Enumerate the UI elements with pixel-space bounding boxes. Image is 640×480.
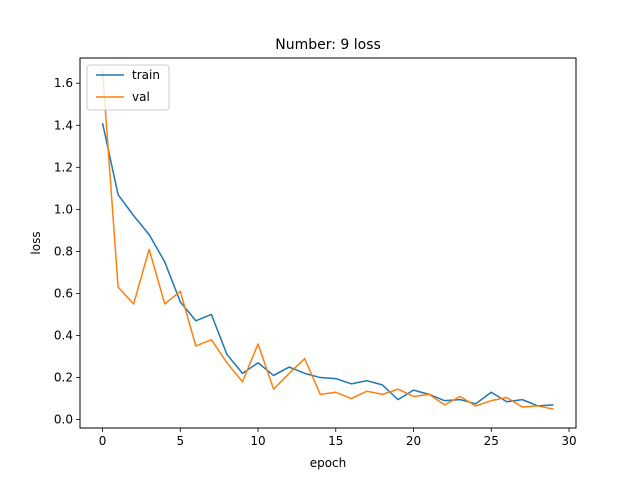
x-tick-label: 5 [176,434,184,448]
x-axis-label: epoch [310,456,347,470]
x-tick-label: 15 [328,434,343,448]
legend-label-val: val [132,90,150,104]
x-tick-label: 25 [484,434,499,448]
y-tick-label: 0.0 [54,413,73,427]
y-tick-label: 0.2 [54,371,73,385]
axes-frame [79,57,577,429]
legend-box [86,64,170,111]
x-axis-ticks: 0 5 10 15 20 25 30 [99,428,577,448]
x-tick-label: 0 [99,434,107,448]
x-tick-label: 30 [561,434,576,448]
y-tick-label: 0.8 [54,244,73,258]
x-tick-label: 20 [406,434,421,448]
series-line-val [101,70,554,410]
legend-label-train: train [132,68,160,82]
y-axis-label: loss [29,231,43,254]
y-axis-ticks: 0.0 0.2 0.4 0.6 0.8 1.0 1.2 1.4 1.6 [54,76,80,427]
series-line-train [101,123,554,407]
y-tick-label: 1.0 [54,202,73,216]
y-tick-label: 1.2 [54,160,73,174]
y-tick-label: 0.4 [54,329,73,343]
chart-title: Number: 9 loss [275,37,381,53]
plot-area [101,70,554,410]
x-tick-label: 10 [250,434,265,448]
legend: train val [86,64,170,111]
y-tick-label: 0.6 [54,286,73,300]
y-tick-label: 1.6 [54,76,73,90]
y-tick-label: 1.4 [54,118,73,132]
